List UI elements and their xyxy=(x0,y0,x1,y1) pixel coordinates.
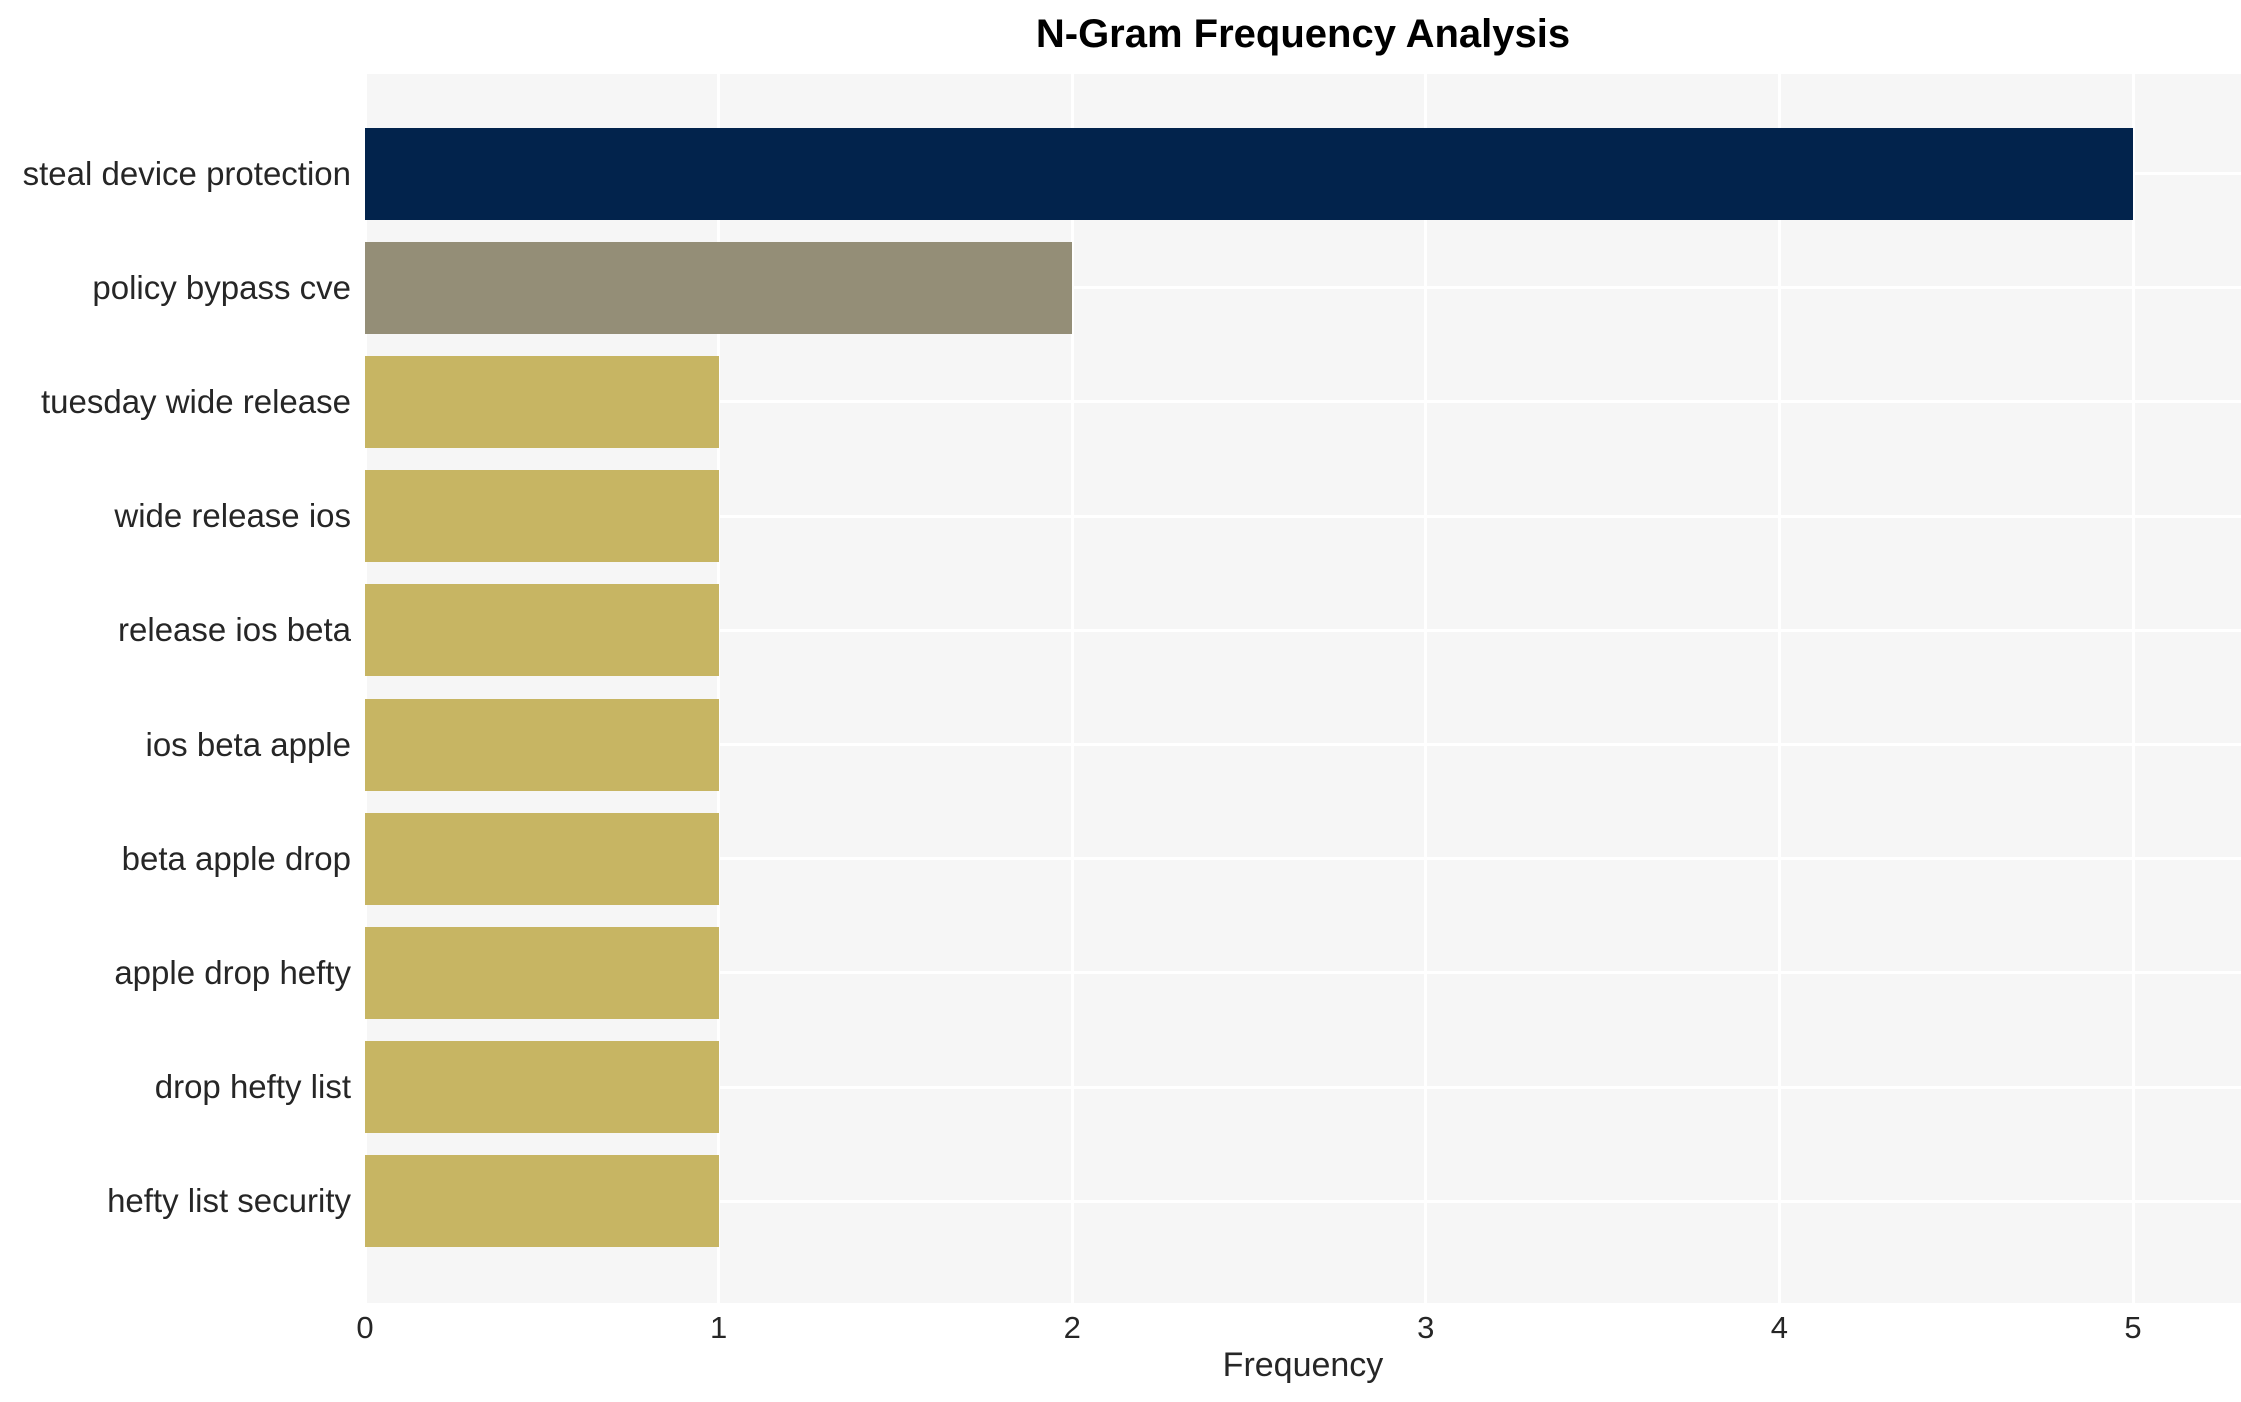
gridline-x-2 xyxy=(1070,74,1074,1303)
gridline-row-10 xyxy=(365,1199,2241,1203)
gridline-row-7 xyxy=(365,857,2241,861)
bar-tuesday-wide-release xyxy=(365,355,719,448)
bar-policy-bypass-cve xyxy=(365,241,1073,334)
gridline-row-2 xyxy=(365,286,2241,290)
x-axis-label: Frequency xyxy=(1222,1346,1384,1384)
y-axis-label-hefty-list-security: hefty list security xyxy=(107,1182,351,1220)
chart-title: N-Gram Frequency Analysis xyxy=(1035,12,1571,56)
y-axis-label-drop-hefty-list: drop hefty list xyxy=(154,1068,351,1106)
y-axis-label-beta-apple-drop: beta apple drop xyxy=(121,839,351,877)
bar-drop-hefty-list xyxy=(365,1041,719,1134)
bar-wide-release-ios xyxy=(365,470,719,563)
gridline-x-5 xyxy=(2131,74,2135,1303)
y-axis-label-apple-drop-hefty: apple drop hefty xyxy=(114,953,351,991)
bar-ios-beta-apple xyxy=(365,698,719,791)
y-axis-label-policy-bypass-cve: policy bypass cve xyxy=(92,268,351,306)
gridline-row-5 xyxy=(365,628,2241,632)
gridline-row-4 xyxy=(365,514,2241,518)
y-axis-label-wide-release-ios: wide release ios xyxy=(114,497,351,535)
plot-area xyxy=(363,74,2241,1303)
gridline-x-4 xyxy=(1777,74,1781,1303)
gridline-row-3 xyxy=(365,400,2241,404)
x-tick-label-1: 1 xyxy=(709,1310,728,1345)
gridline-x-1 xyxy=(717,74,721,1303)
x-tick-label-4: 4 xyxy=(1770,1310,1789,1345)
bar-release-ios-beta xyxy=(365,584,719,677)
gridline-row-6 xyxy=(365,743,2241,746)
bar-hefty-list-security xyxy=(365,1155,719,1248)
gridline-row-8 xyxy=(365,971,2241,975)
x-tick-label-3: 3 xyxy=(1417,1310,1435,1345)
x-tick-label-5: 5 xyxy=(2124,1310,2142,1345)
bar-apple-drop-hefty xyxy=(365,926,719,1019)
x-tick-label-0: 0 xyxy=(356,1310,374,1345)
gridline-row-9 xyxy=(365,1085,2241,1089)
y-axis-label-ios-beta-apple: ios beta apple xyxy=(145,725,352,763)
bar-beta-apple-drop xyxy=(365,812,719,905)
gridline-x-0 xyxy=(363,74,367,1303)
gridline-x-3 xyxy=(1424,74,1428,1303)
x-tick-label-2: 2 xyxy=(1063,1310,1081,1345)
bar-steal-device-protection xyxy=(365,127,2133,220)
y-axis-label-release-ios-beta: release ios beta xyxy=(118,611,351,649)
y-axis-label-steal-device-protection: steal device protection xyxy=(22,154,351,192)
y-axis-label-tuesday-wide-release: tuesday wide release xyxy=(40,382,351,420)
